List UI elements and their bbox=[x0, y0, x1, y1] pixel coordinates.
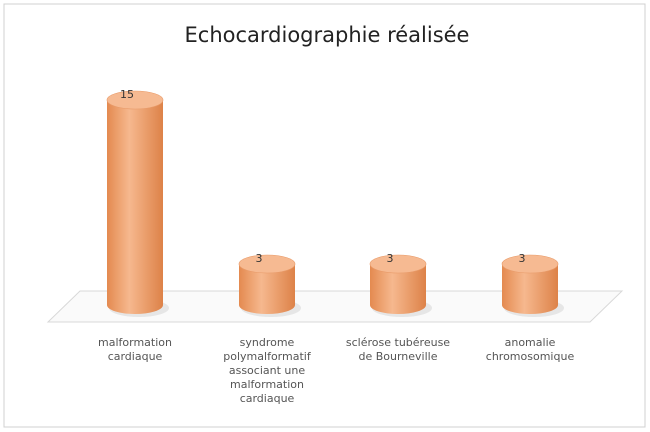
x-tick-label: malformation cardiaque bbox=[98, 336, 172, 363]
bar bbox=[502, 264, 558, 314]
bar bbox=[107, 100, 163, 314]
data-label: 15 bbox=[120, 88, 134, 101]
data-label: 3 bbox=[387, 252, 394, 265]
bar bbox=[370, 264, 426, 314]
data-label: 3 bbox=[256, 252, 263, 265]
x-tick-label: anomalie chromosomique bbox=[485, 336, 575, 363]
cylinder-top bbox=[238, 254, 296, 274]
cylinder-top bbox=[106, 90, 164, 110]
cylinder-top bbox=[369, 254, 427, 274]
data-label: 3 bbox=[519, 252, 526, 265]
x-tick-label: syndrome polymalformatif associant une m… bbox=[223, 336, 311, 405]
cylinder-top bbox=[501, 254, 559, 274]
x-tick-label: sclérose tubéreuse de Bourneville bbox=[345, 336, 451, 363]
bar bbox=[239, 264, 295, 314]
chart-title: Echocardiographie réalisée bbox=[185, 23, 470, 47]
floor bbox=[46, 290, 624, 323]
